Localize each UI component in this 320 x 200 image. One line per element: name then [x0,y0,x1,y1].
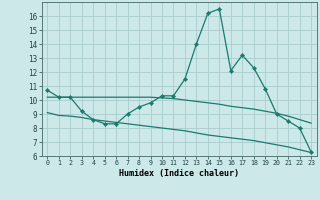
X-axis label: Humidex (Indice chaleur): Humidex (Indice chaleur) [119,169,239,178]
